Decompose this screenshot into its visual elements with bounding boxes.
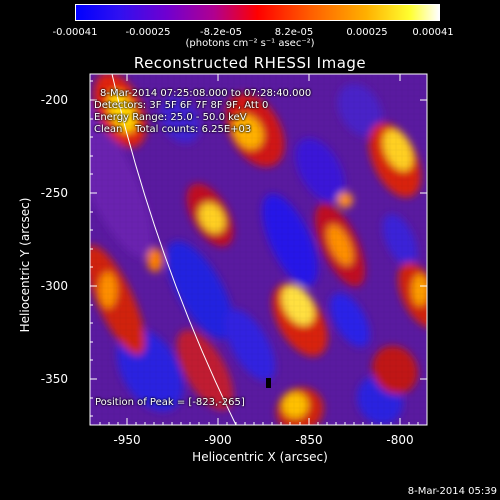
x-tick-label: -800: [386, 433, 414, 447]
peak-position-annotation: Position of Peak = [-823,-265]: [95, 397, 245, 408]
detectors-annotation: Detectors: 3F 5F 6F 7F 8F 9F, Att 0: [94, 100, 269, 111]
x-axis-label: Heliocentric X (arcsec): [192, 450, 328, 464]
y-axis-ticks: [90, 80, 427, 417]
colorbar-gradient: [76, 5, 439, 20]
y-tick-label: -200: [40, 93, 68, 107]
x-axis-ticks: [99, 74, 419, 425]
x-tick-label: -900: [204, 433, 232, 447]
energy-range-annotation: Energy Range: 25.0 - 50.0 keV: [94, 112, 247, 123]
solar-limb-line: [111, 74, 237, 425]
plot-title: Reconstructed RHESSI Image: [133, 54, 367, 72]
y-tick-label: -250: [40, 186, 68, 200]
heatmap-image: [90, 74, 427, 425]
colorbar-tick-label: 8.2e-05: [274, 27, 314, 38]
y-axis-label: Heliocentric Y (arcsec): [18, 197, 32, 333]
x-tick-label: -850: [295, 433, 323, 447]
colorbar-tick-label: -0.00041: [52, 27, 98, 38]
generation-timestamp: 8-Mar-2014 05:39: [407, 486, 497, 497]
x-tick-label: -950: [113, 433, 141, 447]
time-range-annotation: 8-Mar-2014 07:25:08.000 to 07:28:40.000: [100, 88, 312, 99]
colorbar-tick-label: 0.00025: [346, 27, 388, 38]
colorbar-tick-label: -0.00025: [125, 27, 171, 38]
colorbar: [75, 4, 440, 21]
peak-marker: [266, 378, 271, 388]
colorbar-tick-label: 0.00041: [412, 27, 454, 38]
method-counts-annotation: Clean Total counts: 6.25E+03: [94, 124, 252, 135]
y-tick-label: -300: [40, 279, 68, 293]
colorbar-tick-label: -8.2e-05: [200, 27, 242, 38]
y-tick-label: -350: [40, 372, 68, 386]
colorbar-units-label: (photons cm⁻² s⁻¹ asec⁻²): [185, 38, 315, 49]
